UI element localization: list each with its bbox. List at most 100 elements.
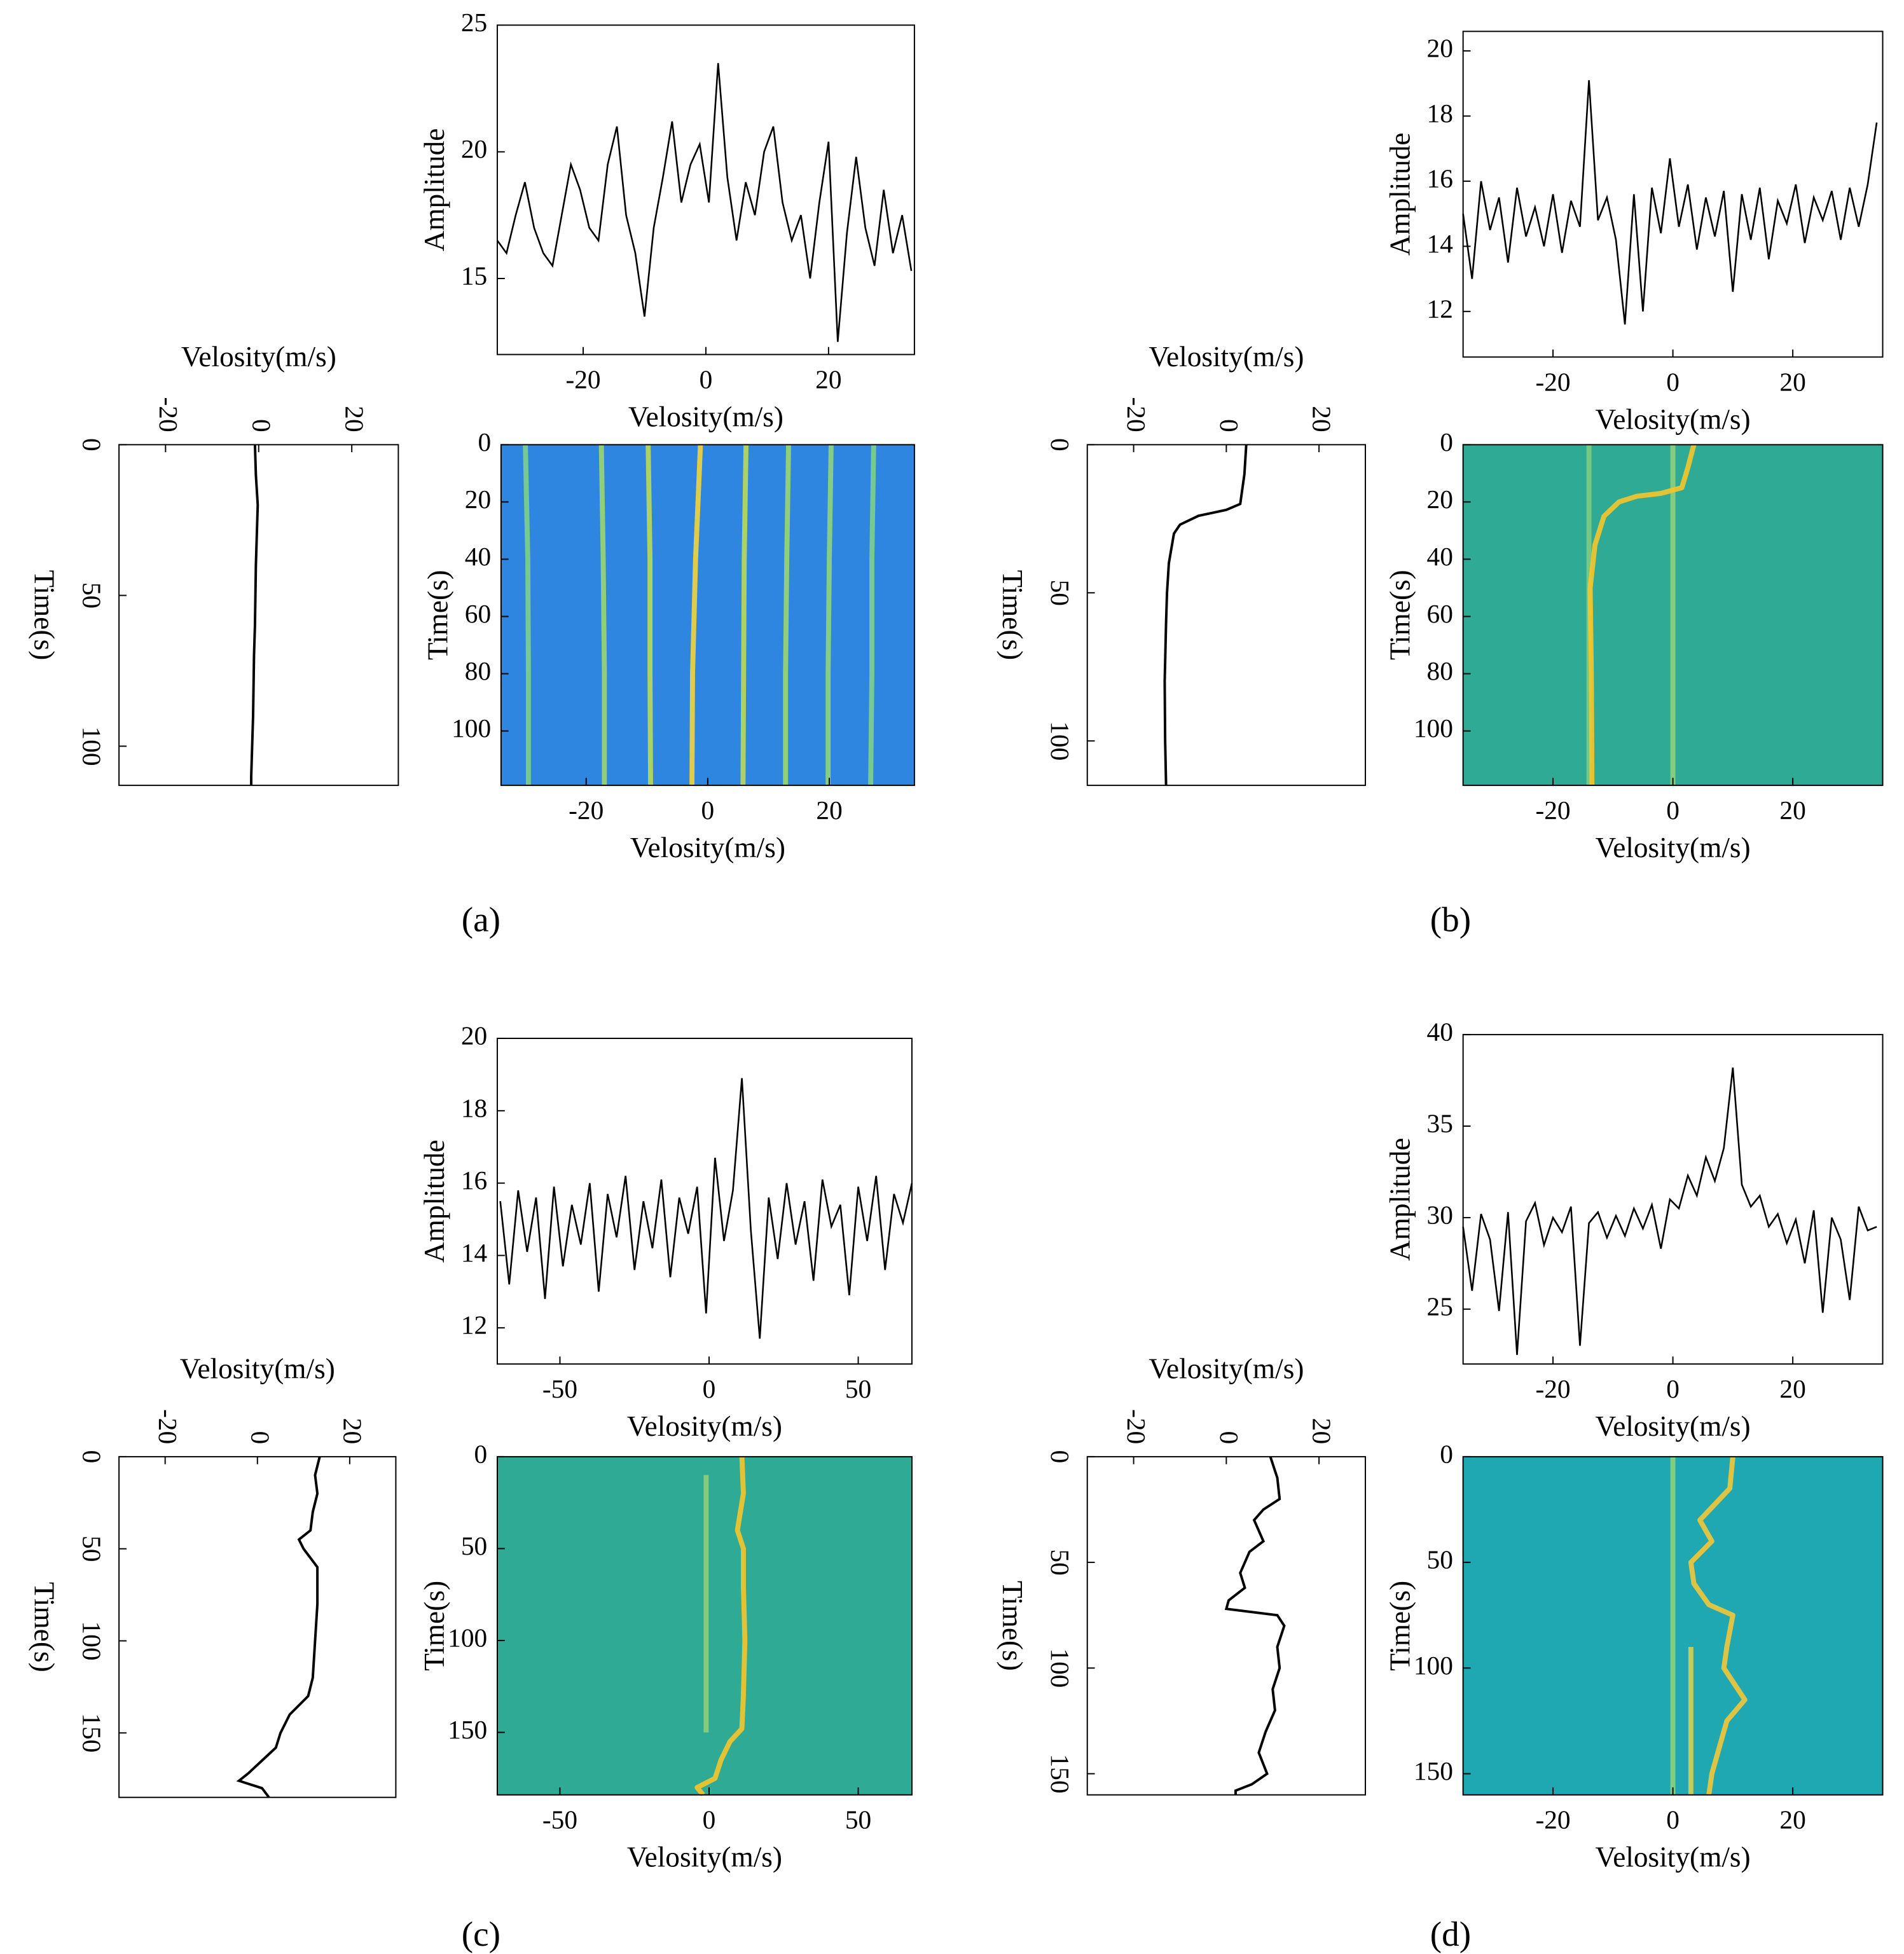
y-tick-label: 15 [461, 261, 487, 290]
panel-label: (a) [462, 900, 500, 939]
x-tick-label: -20 [1535, 795, 1570, 825]
y-tick-label: 35 [1427, 1108, 1453, 1138]
y-tick-label: 0 [1440, 1439, 1453, 1468]
x-tick-label: 0 [700, 364, 713, 394]
y-axis-label: Time(s) [997, 570, 1028, 660]
x-axis-label: Velosity(m/s) [1596, 403, 1751, 435]
y-axis-label: Time(s) [422, 570, 454, 660]
x-axis-label: Velosity(m/s) [630, 832, 785, 863]
x-tick-label: 20 [816, 795, 842, 825]
x-tick-label: -20 [1122, 1409, 1151, 1444]
y-tick-label: 14 [461, 1238, 488, 1267]
y-axis-label: Time(s) [29, 570, 60, 660]
x-axis-label: Velosity(m/s) [1149, 1352, 1304, 1384]
x-axis-label: Velosity(m/s) [1149, 341, 1304, 373]
velocity-track [250, 444, 259, 786]
x-tick-label: 20 [340, 406, 369, 432]
y-axis-label: Amplitude [1384, 1138, 1416, 1261]
y-tick-label: 150 [77, 1713, 106, 1752]
x-tick-label: 0 [1215, 419, 1244, 432]
y-tick-label: 60 [465, 599, 491, 628]
amplitude-line [496, 63, 913, 342]
y-tick-label: 0 [1440, 427, 1453, 457]
amplitude-line [1462, 1067, 1877, 1355]
spectrogram-ridge [1688, 1456, 1748, 1796]
amplitude-line [1462, 80, 1878, 325]
y-tick-label: 100 [452, 713, 491, 743]
x-tick-label: 20 [1779, 795, 1805, 825]
y-tick-label: 150 [1045, 1754, 1075, 1793]
spectrogram-ridge [598, 444, 607, 786]
y-tick-label: 100 [448, 1623, 487, 1652]
y-tick-label: 25 [461, 8, 487, 37]
spectrogram-ridge [868, 444, 876, 786]
x-tick-label: 0 [703, 1374, 716, 1403]
y-tick-label: 0 [474, 1439, 488, 1468]
y-tick-label: 50 [77, 582, 106, 609]
y-tick-label: 100 [1045, 1648, 1075, 1688]
y-tick-label: 40 [465, 542, 491, 571]
amplitude-line [499, 1078, 913, 1339]
x-tick-label: -50 [542, 1805, 577, 1834]
x-tick-label: -20 [153, 1409, 183, 1444]
y-tick-label: 18 [1427, 99, 1453, 128]
y-tick-label: 100 [1414, 1651, 1453, 1680]
spectrogram-ridge [1587, 444, 1697, 786]
x-tick-label: -20 [154, 397, 183, 432]
y-tick-label: 100 [77, 1621, 106, 1660]
y-tick-label: 60 [1427, 599, 1453, 628]
x-tick-label: 50 [845, 1374, 871, 1403]
x-tick-label: 0 [245, 1431, 275, 1445]
y-axis-label: Time(s) [418, 1581, 450, 1671]
x-tick-label: -20 [1122, 397, 1151, 432]
y-tick-label: 0 [1045, 1450, 1075, 1464]
x-tick-label: 0 [1666, 1805, 1680, 1834]
y-tick-label: 100 [77, 726, 106, 766]
y-tick-label: 25 [1427, 1291, 1453, 1321]
y-tick-label: 50 [461, 1531, 487, 1560]
y-tick-label: 30 [1427, 1200, 1453, 1229]
x-tick-label: -20 [565, 364, 600, 394]
y-tick-label: 20 [1427, 485, 1453, 514]
x-tick-label: 20 [1779, 367, 1805, 396]
y-tick-label: 16 [1427, 163, 1453, 193]
y-axis-label: Time(s) [29, 1582, 60, 1672]
y-tick-label: 14 [1427, 229, 1454, 258]
spectrogram-ridge [645, 444, 653, 786]
x-tick-label: 0 [703, 1805, 716, 1834]
x-tick-label: 20 [1307, 406, 1337, 432]
y-tick-label: 20 [1427, 34, 1453, 63]
x-tick-label: 0 [247, 419, 276, 432]
y-tick-label: 40 [1427, 542, 1453, 571]
y-tick-label: 0 [77, 438, 106, 451]
x-axis-label: Velosity(m/s) [1596, 1410, 1751, 1442]
y-tick-label: 50 [77, 1536, 106, 1562]
y-tick-label: 100 [1045, 721, 1075, 760]
axes-frame [497, 1038, 913, 1365]
y-tick-label: 0 [77, 1450, 106, 1464]
x-axis-label: Velosity(m/s) [1596, 832, 1751, 863]
x-tick-label: -20 [569, 795, 604, 825]
x-axis-label: Velosity(m/s) [1596, 1841, 1751, 1873]
y-tick-label: 100 [1414, 713, 1453, 743]
y-tick-label: 150 [1414, 1756, 1453, 1785]
spectrogram-ridge [694, 1456, 748, 1797]
spectrogram-ridge [783, 444, 791, 786]
y-axis-label: Time(s) [997, 1581, 1028, 1671]
y-tick-label: 80 [465, 656, 491, 685]
y-tick-label: 18 [461, 1093, 487, 1122]
velocity-track [236, 1456, 321, 1798]
spectrogram-background [500, 444, 914, 786]
y-tick-label: 150 [448, 1715, 487, 1744]
axes-frame [497, 1455, 913, 1796]
x-tick-label: -20 [1535, 1805, 1570, 1834]
spectrogram-ridge [689, 444, 703, 786]
y-tick-label: 20 [461, 134, 487, 163]
y-axis-label: Amplitude [418, 1139, 450, 1263]
panel-label: (b) [1430, 900, 1471, 939]
y-tick-label: 50 [1045, 1549, 1075, 1575]
x-tick-label: 20 [1779, 1374, 1805, 1403]
x-tick-label: 20 [1779, 1805, 1805, 1834]
y-tick-label: 50 [1045, 580, 1075, 606]
